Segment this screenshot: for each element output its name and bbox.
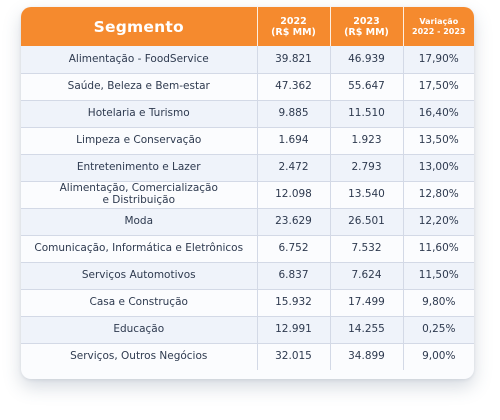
segment-name: Alimentação - FoodService [68,52,209,65]
variation-cell: 9,00% [402,343,474,370]
value-2022-cell: 6.837 [256,262,330,290]
segment-table-card: Segmento 2022 (R$ MM) 2023 (R$ MM) Varia… [21,7,474,379]
value-2023-cell: 7.624 [329,262,403,290]
table-row: Limpeza e Conservação 1.694 1.923 13,50% [21,127,474,155]
variation-cell: 17,90% [402,46,474,74]
value-2023-cell: 55.647 [329,73,403,101]
variation-cell: 13,50% [402,127,474,155]
segment-name: Moda [124,214,154,227]
value-2022-cell: 15.932 [256,289,330,317]
value-2023-cell: 13.540 [329,181,403,209]
value-2023-cell: 7.532 [329,235,403,263]
table-row: Entretenimento e Lazer 2.472 2.793 13,00… [21,154,474,182]
segment-name: Casa e Construção [89,295,188,308]
segment-name: Entretenimento e Lazer [76,160,201,173]
table-row: Comunicação, Informática e Eletrônicos 6… [21,235,474,263]
header-segment: Segmento [21,7,257,46]
segment-name: Saúde, Beleza e Bem-estar [67,79,210,92]
segment-cell: Limpeza e Conservação [21,127,257,155]
header-variation-period: 2022 - 2023 [412,26,466,36]
value-2022-cell: 1.694 [256,127,330,155]
variation-cell: 9,80% [402,289,474,317]
segment-cell: Moda [21,208,257,236]
value-2022-cell: 9.885 [256,100,330,128]
variation-cell: 13,00% [402,154,474,182]
header-year-2022-label: 2022 [280,15,307,27]
value-2022-cell: 12.098 [256,181,330,209]
segment-cell: Serviços, Outros Negócios [21,343,257,370]
segment-name: Hotelaria e Turismo [87,106,190,119]
segment-name-continued: e Distribuição [102,193,176,206]
variation-cell: 12,20% [402,208,474,236]
header-variation: Variação 2022 - 2023 [402,7,474,46]
segment-name: Educação [113,322,165,335]
table-row: Hotelaria e Turismo 9.885 11.510 16,40% [21,100,474,128]
header-year-2023-unit: (R$ MM) [344,26,389,38]
header-variation-label: Variação [419,16,459,26]
value-2023-cell: 34.899 [329,343,403,370]
variation-cell: 16,40% [402,100,474,128]
segment-cell: Serviços Automotivos [21,262,257,290]
segment-cell: Hotelaria e Turismo [21,100,257,128]
value-2022-cell: 47.362 [256,73,330,101]
table-row: Serviços Automotivos 6.837 7.624 11,50% [21,262,474,290]
header-year-2023: 2023 (R$ MM) [329,7,403,46]
segment-cell: Alimentação - FoodService [21,46,257,74]
table-row: Educação 12.991 14.255 0,25% [21,316,474,344]
header-year-2023-label: 2023 [353,15,380,27]
value-2023-cell: 11.510 [329,100,403,128]
segment-cell: Comunicação, Informática e Eletrônicos [21,235,257,263]
value-2023-cell: 14.255 [329,316,403,344]
value-2023-cell: 46.939 [329,46,403,74]
table-header-row: Segmento 2022 (R$ MM) 2023 (R$ MM) Varia… [21,7,474,46]
value-2022-cell: 23.629 [256,208,330,236]
segment-cell: Entretenimento e Lazer [21,154,257,182]
value-2022-cell: 12.991 [256,316,330,344]
segment-growth-table: Segmento 2022 (R$ MM) 2023 (R$ MM) Varia… [21,7,474,370]
value-2022-cell: 39.821 [256,46,330,74]
table-body: Alimentação - FoodService 39.821 46.939 … [21,46,474,370]
segment-name: Alimentação, Comercialização [59,182,218,194]
table-row: Serviços, Outros Negócios 32.015 34.899 … [21,343,474,370]
value-2022-cell: 32.015 [256,343,330,370]
table-row: Alimentação - FoodService 39.821 46.939 … [21,46,474,74]
value-2023-cell: 2.793 [329,154,403,182]
variation-cell: 11,60% [402,235,474,263]
table-row: Casa e Construção 15.932 17.499 9,80% [21,289,474,317]
value-2022-cell: 6.752 [256,235,330,263]
value-2022-cell: 2.472 [256,154,330,182]
value-2023-cell: 17.499 [329,289,403,317]
variation-cell: 17,50% [402,73,474,101]
variation-cell: 11,50% [402,262,474,290]
header-year-2022-unit: (R$ MM) [271,26,316,38]
table-row: Alimentação, Comercialização e Distribui… [21,181,474,209]
segment-name: Limpeza e Conservação [76,133,202,146]
value-2023-cell: 1.923 [329,127,403,155]
segment-name: Serviços Automotivos [81,268,196,281]
segment-cell: Saúde, Beleza e Bem-estar [21,73,257,101]
table-row: Moda 23.629 26.501 12,20% [21,208,474,236]
header-segment-label: Segmento [93,17,184,36]
segment-cell: Alimentação, Comercialização e Distribui… [21,181,257,209]
header-year-2022: 2022 (R$ MM) [256,7,330,46]
table-row: Saúde, Beleza e Bem-estar 47.362 55.647 … [21,73,474,101]
segment-name: Serviços, Outros Negócios [70,350,208,362]
segment-name: Comunicação, Informática e Eletrônicos [34,241,244,254]
value-2023-cell: 26.501 [329,208,403,236]
variation-cell: 12,80% [402,181,474,209]
variation-cell: 0,25% [402,316,474,344]
segment-cell: Casa e Construção [21,289,257,317]
segment-cell: Educação [21,316,257,344]
